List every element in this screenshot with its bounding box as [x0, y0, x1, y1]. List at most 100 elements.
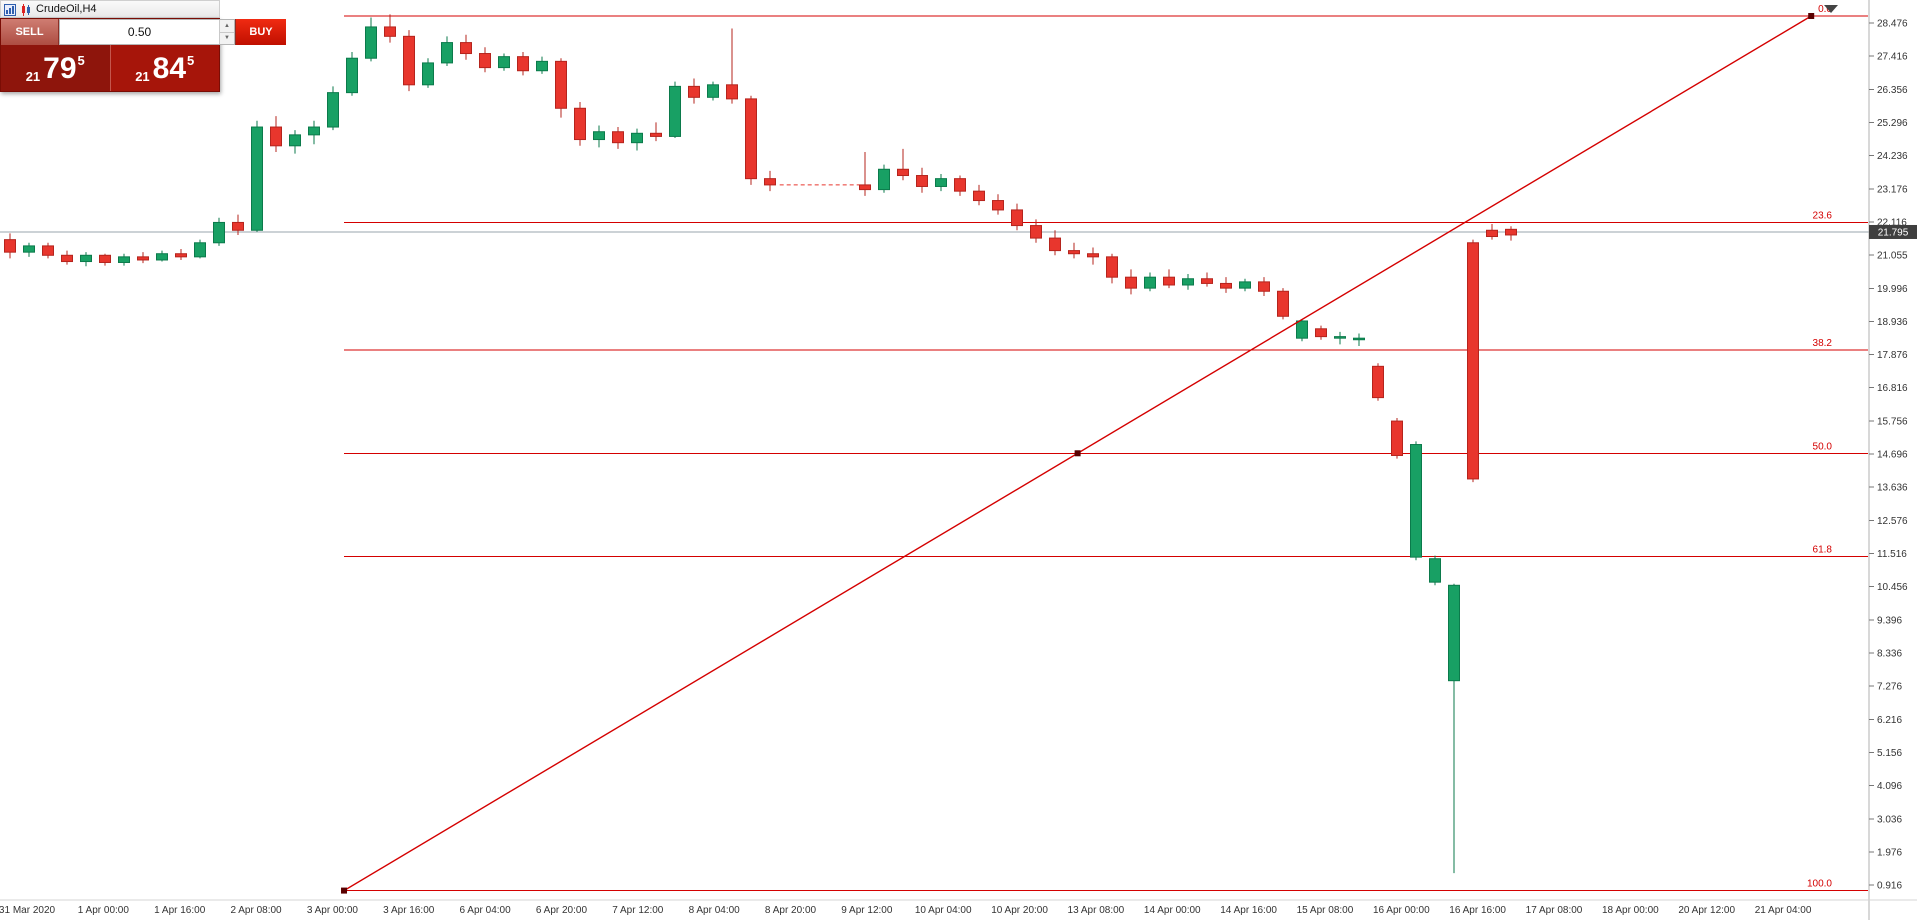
time-axis-label: 31 Mar 2020 — [0, 905, 56, 916]
candle-down — [555, 60, 567, 109]
time-axis-label: 6 Apr 04:00 — [460, 905, 512, 916]
time-axis-label: 16 Apr 00:00 — [1373, 905, 1430, 916]
candle-up — [1410, 444, 1422, 558]
candle-down — [61, 254, 73, 263]
time-axis-label: 16 Apr 16:00 — [1449, 905, 1506, 916]
chart-window-titlebar[interactable]: CrudeOil,H4 — [0, 0, 220, 18]
candle-down — [403, 35, 415, 86]
candle-up — [1334, 336, 1346, 339]
fib-level-label: 38.2 — [1813, 338, 1833, 349]
candle-up — [118, 256, 130, 263]
sell-button[interactable]: SELL — [1, 19, 59, 45]
candle-down — [1030, 225, 1042, 239]
price-axis-label: 18.936 — [1877, 317, 1908, 328]
time-axis-label: 10 Apr 20:00 — [991, 905, 1048, 916]
candle-down — [1106, 256, 1118, 278]
time-axis-label: 9 Apr 12:00 — [841, 905, 893, 916]
candle-up — [289, 134, 301, 147]
price-axis-label: 0.916 — [1877, 881, 1902, 892]
trendline-handle[interactable] — [341, 887, 348, 894]
candle-down — [1125, 276, 1137, 289]
time-axis-label: 17 Apr 08:00 — [1526, 905, 1583, 916]
time-axis-label: 1 Apr 00:00 — [78, 905, 130, 916]
price-axis-label: 17.876 — [1877, 350, 1908, 361]
candle-down — [1049, 237, 1061, 252]
candle-up — [536, 60, 548, 72]
chart-shift-marker[interactable] — [1824, 5, 1838, 13]
time-axis-label: 14 Apr 00:00 — [1144, 905, 1201, 916]
candle-down — [517, 56, 529, 72]
candle-down — [175, 253, 187, 258]
chart-window-icon — [4, 3, 16, 16]
candle-up — [1239, 281, 1251, 289]
price-axis-label: 4.096 — [1877, 781, 1902, 792]
fib-level-label: 100.0 — [1807, 879, 1832, 890]
one-click-price-row: 21 79 5 21 84 5 — [1, 45, 219, 91]
candle-down — [1068, 250, 1080, 255]
sell-price-button[interactable]: 21 79 5 — [1, 45, 110, 91]
candle-down — [1220, 282, 1232, 289]
candle-up — [631, 132, 643, 144]
fib-level-label: 0.0 — [1818, 4, 1832, 15]
candlestick-type-icon — [20, 3, 32, 16]
candle-down — [1087, 253, 1099, 258]
one-click-top-row: SELL ▲ ▼ BUY — [1, 19, 286, 45]
candle-down — [1277, 290, 1289, 317]
candle-up — [935, 178, 947, 187]
buy-price-whole: 21 — [135, 69, 150, 84]
candle-down — [4, 239, 16, 253]
candle-down — [1011, 209, 1023, 227]
candle-up — [878, 168, 890, 191]
buy-price-button[interactable]: 21 84 5 — [109, 45, 219, 91]
time-axis-label: 2 Apr 08:00 — [230, 905, 282, 916]
buy-button[interactable]: BUY — [235, 19, 286, 45]
candle-up — [1429, 558, 1441, 583]
time-axis-label: 14 Apr 16:00 — [1220, 905, 1277, 916]
time-axis-label: 7 Apr 12:00 — [612, 905, 664, 916]
buy-price-main: 84 — [152, 52, 187, 85]
candle-up — [441, 42, 453, 64]
volume-field: ▲ ▼ — [59, 19, 235, 45]
candle-up — [308, 126, 320, 136]
candle-down — [1372, 365, 1384, 399]
time-axis-label: 20 Apr 12:00 — [1678, 905, 1735, 916]
time-axis-label: 13 Apr 08:00 — [1068, 905, 1125, 916]
price-axis-label: 6.216 — [1877, 715, 1902, 726]
price-axis-label: 7.276 — [1877, 682, 1902, 693]
candle-down — [270, 126, 282, 147]
candle-up — [194, 242, 206, 258]
price-axis-label: 13.636 — [1877, 483, 1908, 494]
volume-spinner: ▲ ▼ — [219, 20, 234, 44]
candle-down — [954, 178, 966, 192]
candle-down — [479, 53, 491, 69]
candle-down — [859, 184, 871, 191]
candle-down — [650, 132, 662, 137]
sell-price-whole: 21 — [25, 69, 41, 84]
price-axis-label: 9.396 — [1877, 615, 1902, 626]
candle-down — [137, 256, 149, 261]
price-axis-label: 8.336 — [1877, 648, 1902, 659]
candle-down — [99, 254, 111, 263]
candle-down — [1505, 228, 1517, 236]
time-axis-label: 8 Apr 04:00 — [689, 905, 741, 916]
volume-decrease-arrow[interactable]: ▼ — [220, 32, 234, 44]
candle-up — [422, 62, 434, 86]
current-price-tag — [1869, 224, 1917, 239]
candle-up — [365, 26, 377, 59]
price-axis-label: 28.476 — [1877, 19, 1908, 30]
one-click-trading-panel: SELL ▲ ▼ BUY 21 79 5 21 84 5 — [0, 18, 286, 92]
volume-increase-arrow[interactable]: ▲ — [220, 20, 234, 33]
fib-level-label: 23.6 — [1813, 210, 1833, 221]
candle-down — [232, 221, 244, 231]
volume-input[interactable] — [60, 20, 219, 44]
candle-down — [897, 168, 909, 177]
trendline-handle[interactable] — [1808, 12, 1815, 19]
candle-down — [764, 178, 776, 186]
candle-down — [992, 200, 1004, 211]
trendline-handle[interactable] — [1074, 450, 1081, 457]
candle-down — [612, 131, 624, 144]
time-axis-label: 21 Apr 04:00 — [1755, 905, 1812, 916]
price-axis-label: 1.976 — [1877, 847, 1902, 858]
candle-up — [156, 253, 168, 261]
